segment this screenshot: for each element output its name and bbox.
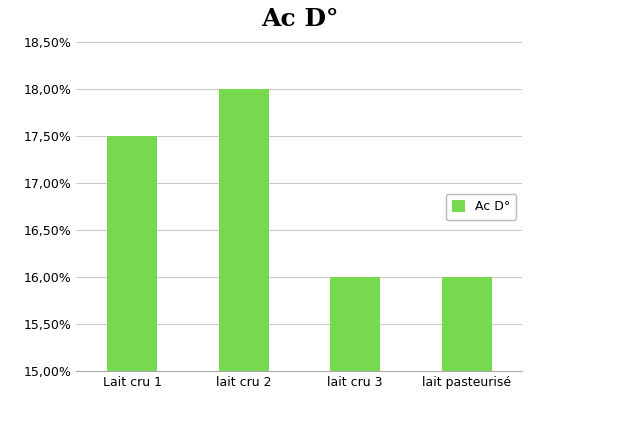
Title: Ac D°: Ac D°: [261, 6, 338, 30]
Bar: [330, 277, 380, 422]
Legend: Ac D°: Ac D°: [446, 194, 516, 219]
Bar: [218, 89, 269, 422]
Bar: [441, 277, 492, 422]
Bar: [107, 136, 157, 422]
